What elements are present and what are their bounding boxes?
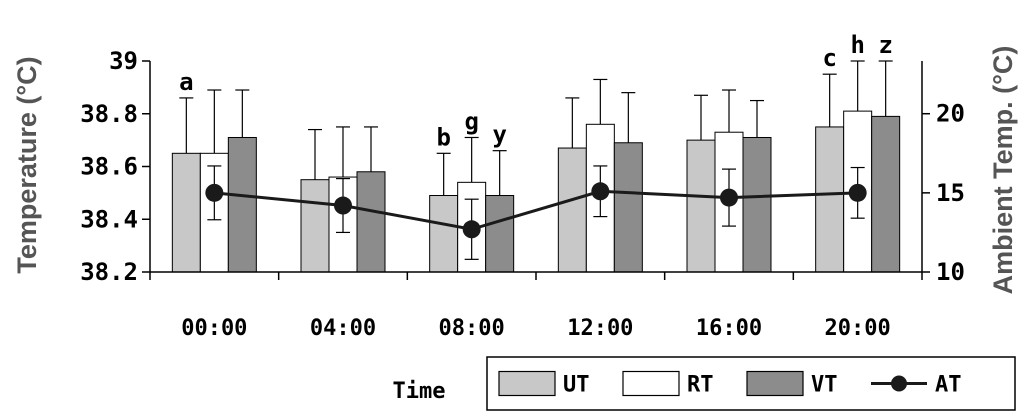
x-tick-label: 04:00 <box>310 316 376 341</box>
x-axis-title: Time <box>393 379 446 404</box>
point-at <box>334 196 352 215</box>
y-tick-label: 38.4 <box>80 205 138 233</box>
point-at <box>205 183 224 202</box>
bar-vt <box>742 136 772 273</box>
legend-swatch-ut <box>498 370 556 397</box>
y-tick-label: 38.2 <box>80 258 138 286</box>
significance-label: h <box>850 31 864 59</box>
line-at <box>214 189 858 231</box>
legend-label-at: AT <box>935 373 962 398</box>
legend-label-ut: UT <box>563 373 590 398</box>
bar-ut <box>686 139 716 273</box>
bar-ut <box>557 147 587 273</box>
point-at <box>591 182 610 201</box>
legend-label-vt: VT <box>811 373 838 398</box>
bar-vt <box>356 171 386 273</box>
significance-label: c <box>822 44 836 72</box>
significance-label: g <box>464 107 478 135</box>
significance-label: y <box>492 121 506 149</box>
y-tick-label: 39 <box>109 47 138 75</box>
bar-vt <box>227 136 257 273</box>
legend-swatch-vt <box>746 370 804 397</box>
x-tick-label: 20:00 <box>825 316 891 341</box>
bar-ut <box>815 126 845 273</box>
significance-label: a <box>179 68 193 96</box>
bar-vt <box>871 115 901 273</box>
point-at <box>720 188 738 207</box>
legend-label-rt: RT <box>687 373 714 398</box>
x-tick-label: 16:00 <box>696 316 762 341</box>
y-axis-title: Temperature (°C) <box>12 56 42 273</box>
y2-axis-title: Ambient Temp. (°C) <box>988 46 1018 295</box>
bar-vt <box>613 142 643 273</box>
x-tick-label: 12:00 <box>567 316 633 341</box>
x-tick-label: 08:00 <box>439 316 505 341</box>
significance-label: z <box>878 31 892 59</box>
legend-swatch-rt <box>622 370 680 397</box>
bar-ut <box>429 195 459 273</box>
point-at <box>462 220 481 239</box>
bar-vt <box>485 195 515 273</box>
y-tick-label: 38.6 <box>80 153 138 181</box>
point-at <box>848 183 867 202</box>
y2-tick-label: 15 <box>936 179 965 207</box>
bar-ut <box>171 152 201 273</box>
y2-tick-label: 20 <box>936 100 965 128</box>
legend-marker-at <box>891 375 907 392</box>
bar-ut <box>300 179 330 273</box>
y2-tick-label: 10 <box>936 258 965 286</box>
x-tick-label: 00:00 <box>181 316 247 341</box>
significance-label: b <box>436 123 450 151</box>
legend: UT RT VT AT <box>486 356 1016 411</box>
y-tick-label: 38.8 <box>80 100 138 128</box>
